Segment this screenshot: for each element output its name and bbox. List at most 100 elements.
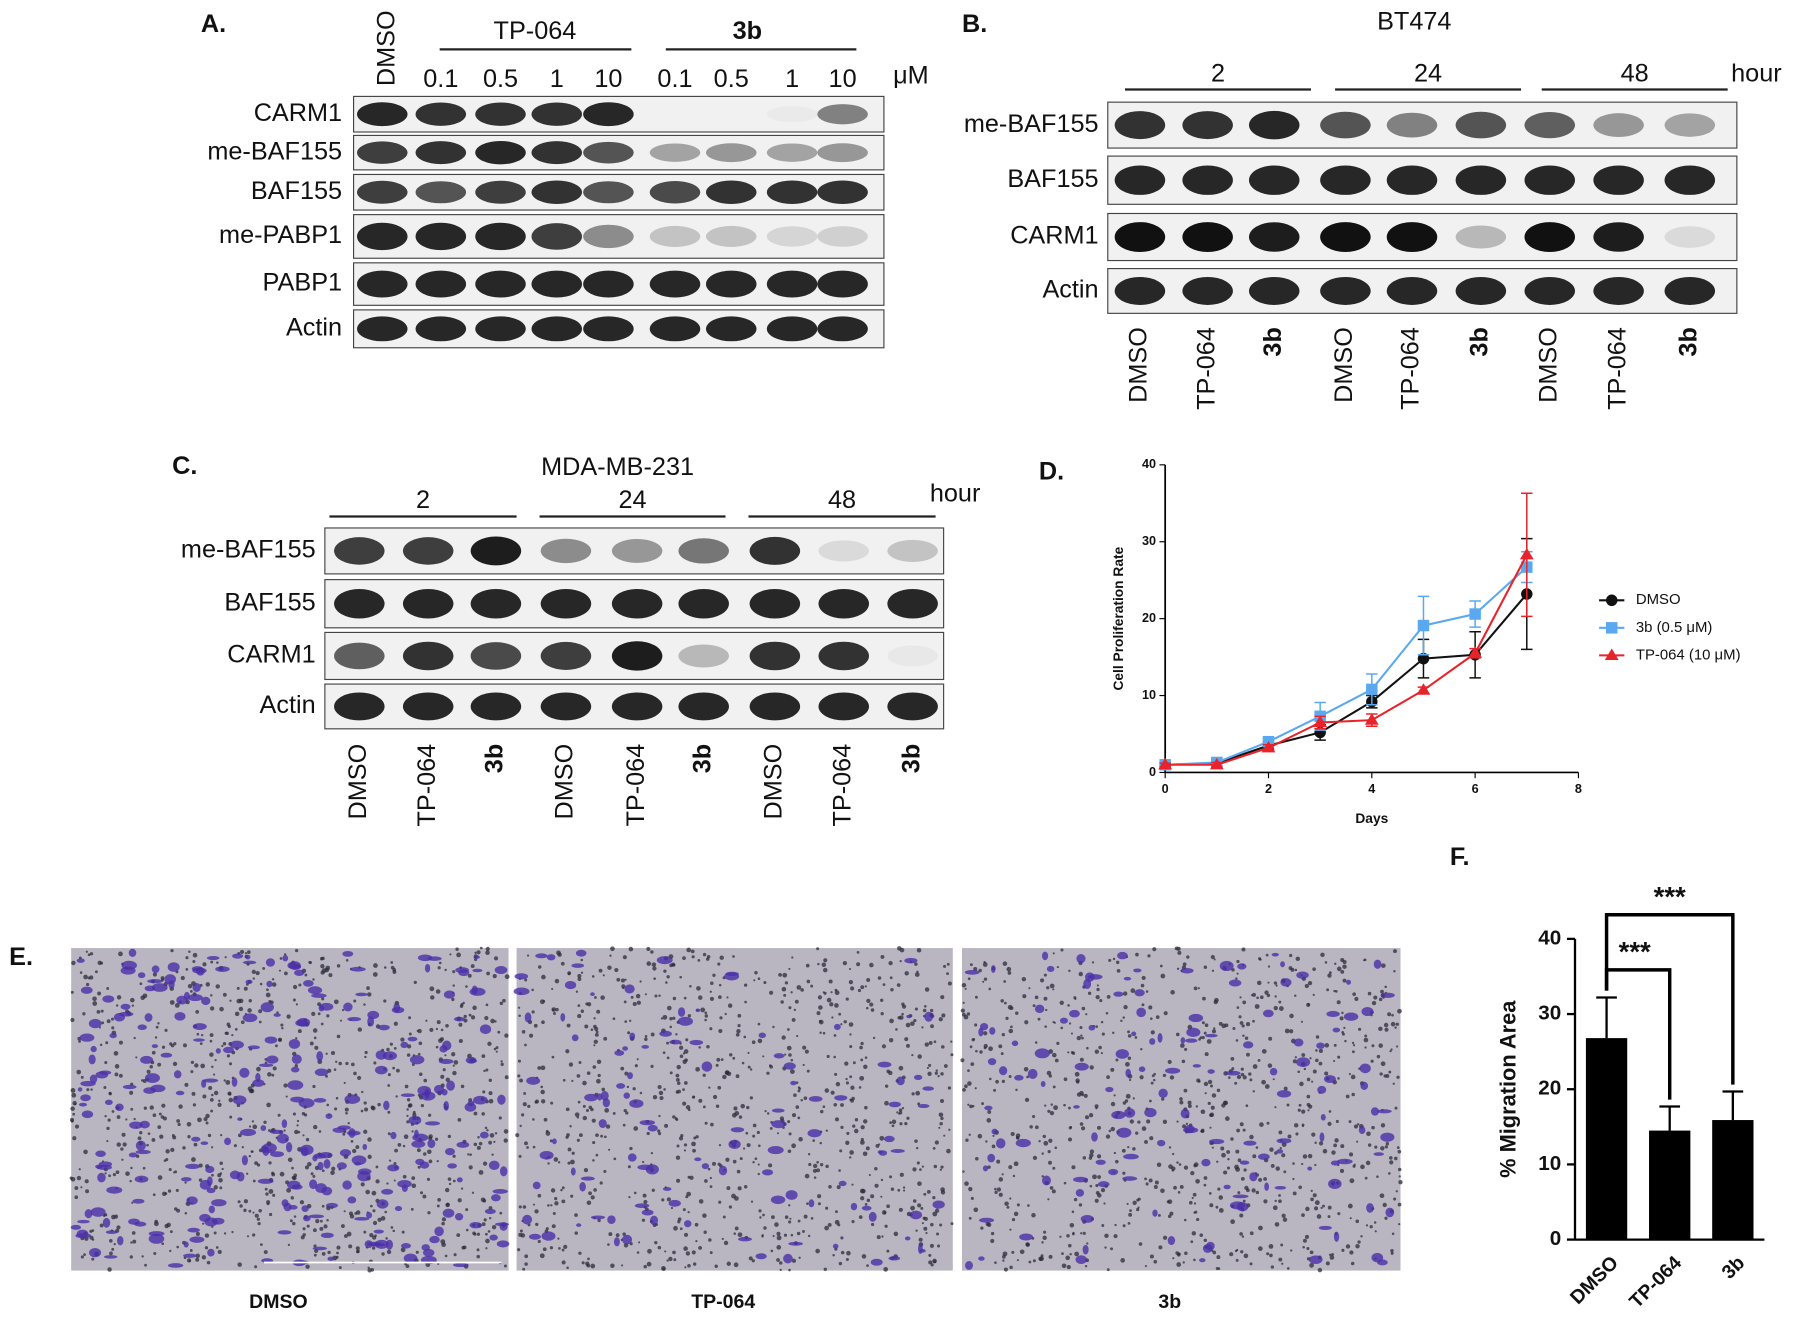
cell-dot: [1067, 1051, 1069, 1053]
cell-dot: [924, 1005, 927, 1008]
cell-dot: [280, 1024, 283, 1027]
cell-dot: [1364, 958, 1367, 961]
cell-cluster: [657, 956, 673, 964]
cell-dot: [1337, 1212, 1340, 1215]
cell-dot: [253, 1180, 256, 1183]
cell-dot: [634, 1192, 637, 1195]
cell-dot: [266, 993, 271, 998]
cell-dot: [1301, 1109, 1305, 1113]
cell-cluster: [401, 1243, 411, 1249]
band: [532, 316, 583, 341]
lane-label: DMSO: [1125, 327, 1153, 403]
cell-dot: [835, 989, 838, 992]
cell-dot: [1216, 1255, 1220, 1259]
cell-dot: [298, 1029, 302, 1033]
band: [1115, 165, 1166, 194]
lane-label: 0.5: [714, 65, 749, 93]
cell-dot: [174, 1170, 177, 1173]
cell-dot: [92, 996, 97, 1001]
cell-dot: [808, 1163, 811, 1166]
cell-dot: [1097, 1175, 1101, 1179]
cell-dot: [422, 1195, 426, 1199]
cell-dot: [716, 1058, 720, 1062]
cell-dot: [551, 1188, 555, 1192]
cell-cluster: [375, 1066, 388, 1075]
cell-cluster: [493, 1189, 508, 1194]
point: [1365, 713, 1379, 724]
cell-dot: [1396, 1190, 1398, 1192]
cell-dot: [873, 1037, 875, 1039]
cell-dot: [1237, 1006, 1240, 1009]
band: [475, 102, 526, 125]
cell-cluster: [581, 1177, 595, 1181]
cell-dot: [535, 1223, 538, 1226]
cell-dot: [1371, 1060, 1374, 1063]
cell-dot: [1180, 1185, 1184, 1189]
cell-dot: [1176, 1161, 1178, 1163]
x-tick-label: 4: [1368, 782, 1375, 796]
cell-dot: [505, 1075, 509, 1079]
cell-dot: [100, 962, 103, 965]
cell-dot: [306, 1138, 309, 1141]
cell-dot: [123, 1142, 127, 1146]
cell-dot: [408, 1016, 411, 1019]
cell-dot: [1002, 1080, 1005, 1083]
band: [818, 642, 869, 671]
cell-cluster: [607, 1215, 615, 1224]
cell-dot: [1172, 1153, 1174, 1155]
cell-dot: [229, 1116, 232, 1119]
cell-dot: [86, 951, 88, 953]
cell-dot: [1281, 1263, 1283, 1265]
cell-dot: [107, 1019, 111, 1023]
cell-cluster: [117, 1236, 123, 1245]
cell-dot: [1253, 1064, 1258, 1069]
cell-dot: [445, 1255, 448, 1258]
cell-dot: [578, 1101, 581, 1104]
cell-dot: [372, 1191, 377, 1196]
cell-dot: [184, 1182, 186, 1184]
cell-dot: [603, 1037, 607, 1041]
cell-cluster: [193, 1038, 205, 1041]
band: [767, 316, 818, 341]
cell-dot: [1324, 1071, 1328, 1075]
cell-dot: [519, 1125, 521, 1127]
cell-cluster: [1317, 1086, 1326, 1094]
cell-dot: [1383, 1203, 1387, 1207]
cell-dot: [1236, 1129, 1240, 1133]
cell-dot: [860, 1140, 865, 1145]
cell-cluster: [245, 980, 252, 984]
cell-dot: [962, 1088, 966, 1092]
cell-dot: [1055, 1059, 1059, 1063]
cell-dot: [1212, 1093, 1216, 1097]
cell-dot: [961, 1009, 965, 1013]
cell-dot: [917, 1203, 921, 1207]
cell-dot: [1127, 1146, 1129, 1148]
cell-dot: [1106, 1012, 1109, 1015]
cell-dot: [570, 1160, 575, 1165]
panel-label: C.: [172, 452, 197, 480]
cell-dot: [1047, 1198, 1049, 1200]
cell-cluster: [499, 1222, 507, 1231]
cell-dot: [779, 1261, 782, 1264]
cell-dot: [738, 1232, 743, 1237]
cell-dot: [586, 1264, 590, 1268]
cell-dot: [919, 1238, 923, 1242]
cell-dot: [1360, 1165, 1365, 1170]
cell-cluster: [397, 1180, 412, 1188]
cell-dot: [308, 961, 310, 963]
cell-cluster: [140, 1056, 153, 1064]
cell-dot: [566, 1266, 569, 1269]
cell-dot: [849, 1150, 854, 1155]
cell-dot: [1136, 1199, 1139, 1202]
cell-dot: [818, 995, 822, 999]
cell-cluster: [152, 983, 168, 992]
cell-cluster: [128, 1218, 140, 1224]
cell-cluster: [1277, 1138, 1292, 1143]
cell-dot: [1054, 1022, 1056, 1024]
cell-dot: [860, 985, 864, 989]
cell-dot: [594, 1027, 598, 1031]
cell-dot: [839, 1262, 842, 1265]
cell-dot: [970, 1045, 973, 1048]
cell-dot: [1136, 1208, 1139, 1211]
cell-dot: [981, 1102, 984, 1105]
